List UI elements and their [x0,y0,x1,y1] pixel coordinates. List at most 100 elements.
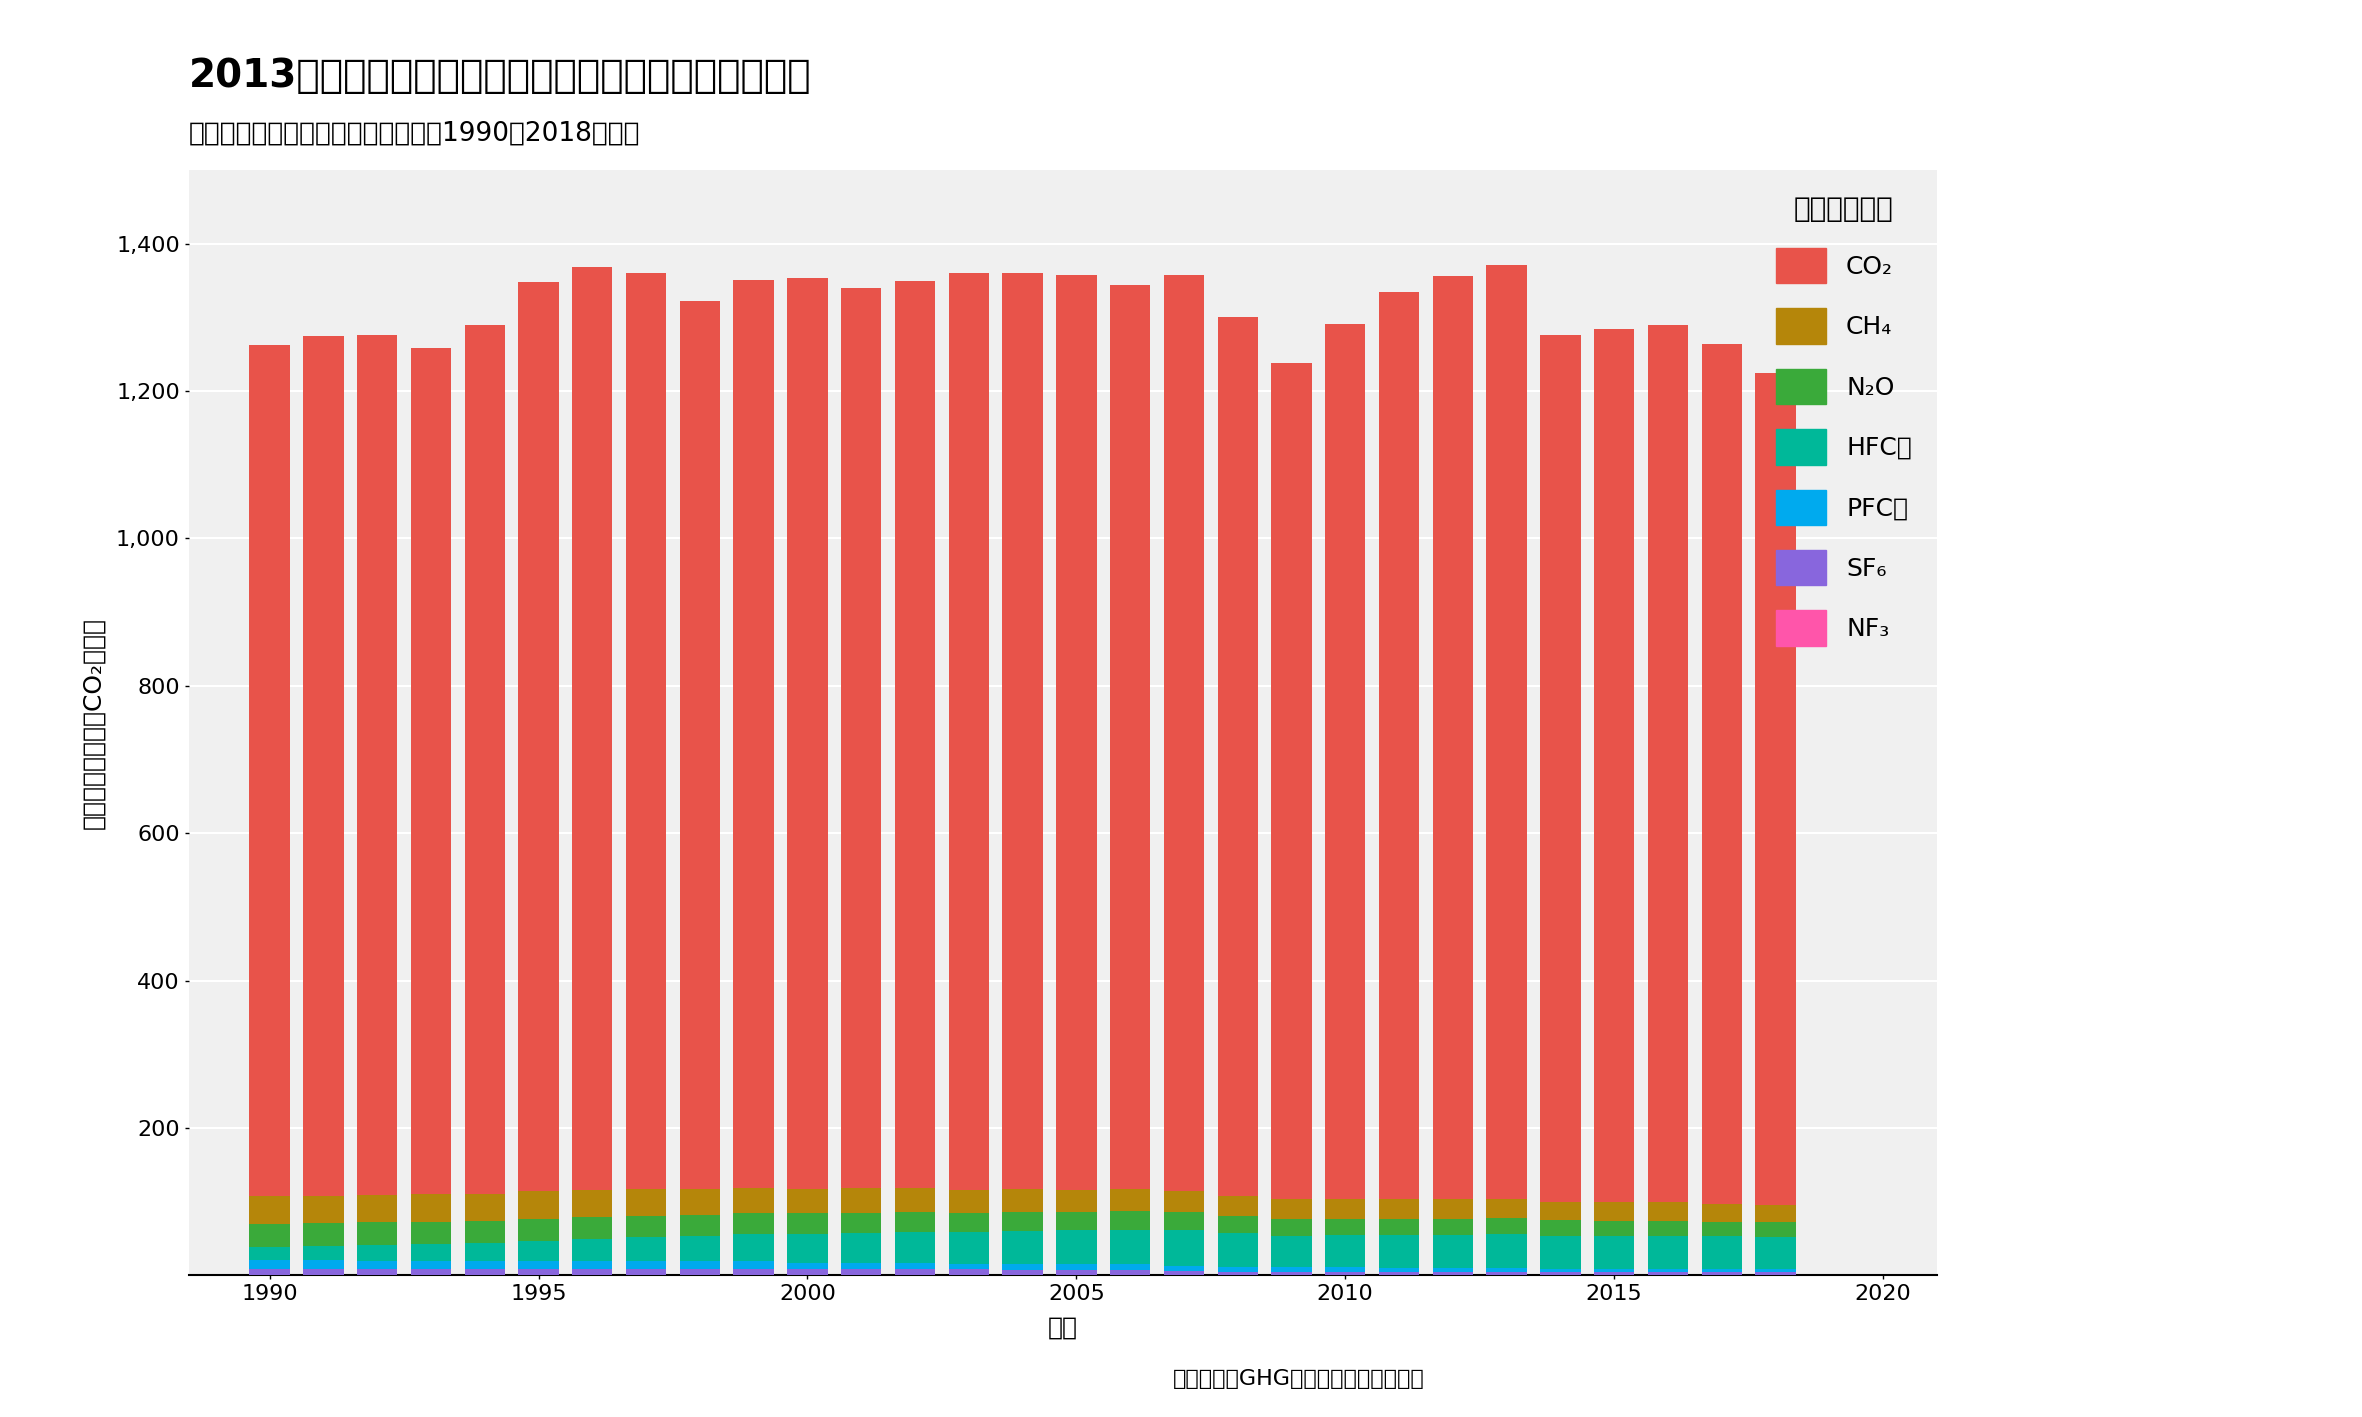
Bar [1271,1199,1311,1219]
Bar [1486,265,1526,1199]
Bar [1001,1270,1042,1274]
Bar [626,273,666,1189]
Legend: CO₂, CH₄, N₂O, HFC類, PFC類, SF₆, NF₃: CO₂, CH₄, N₂O, HFC類, PFC類, SF₆, NF₃ [1764,183,1925,657]
Bar [1271,363,1311,1199]
Bar [680,302,720,1189]
Bar [626,1261,666,1268]
Bar [1325,1267,1365,1271]
X-axis label: 年度: 年度 [1049,1315,1077,1339]
Bar [1486,1268,1526,1271]
Bar [1216,1233,1259,1267]
Bar [357,1246,397,1261]
Bar [517,1261,560,1268]
Bar [950,1231,990,1264]
Bar [1649,1236,1689,1268]
Bar [1271,1271,1311,1274]
Bar [1755,1272,1795,1274]
Bar [411,1261,451,1268]
Bar [626,1268,666,1274]
Bar [465,1261,505,1268]
Bar [465,1268,505,1274]
Bar [1540,1272,1580,1274]
Bar [895,1212,935,1231]
Bar [1649,1268,1689,1272]
Bar [1056,1190,1096,1212]
Bar [1325,1234,1365,1267]
Bar [1649,1203,1689,1221]
Bar [735,1234,775,1261]
Bar [1486,1234,1526,1268]
Bar [250,1224,291,1247]
Bar [1379,1234,1420,1268]
Bar [1271,1236,1311,1267]
Bar [1056,1264,1096,1270]
Bar [1594,1236,1635,1268]
Bar [250,1196,291,1224]
Bar [1056,1212,1096,1230]
Bar [1701,1221,1741,1236]
Bar [680,1261,720,1268]
Bar [1379,1268,1420,1271]
Bar [895,1270,935,1274]
Bar [1110,1270,1150,1274]
Bar [411,349,451,1195]
Bar [1110,1212,1150,1230]
Bar [735,1268,775,1274]
Bar [1701,1268,1741,1272]
Bar [841,1189,881,1213]
Bar [302,336,342,1196]
Bar [1540,1236,1580,1268]
Bar [1056,1270,1096,1274]
Bar [1434,1271,1474,1274]
Bar [357,1268,397,1274]
Bar [735,279,775,1189]
Bar [1271,1219,1311,1236]
Bar [1164,1265,1205,1271]
Bar [357,1223,397,1246]
Bar [841,1270,881,1274]
Bar [626,1237,666,1261]
Bar [1164,1212,1205,1230]
Bar [735,1189,775,1213]
Bar [250,1260,291,1268]
Bar [895,1189,935,1212]
Bar [250,1247,291,1260]
Bar [517,282,560,1192]
Bar [1164,1271,1205,1274]
Bar [517,1192,560,1219]
Bar [250,1268,291,1274]
Bar [1110,1230,1150,1264]
Bar [950,1213,990,1231]
Bar [1701,344,1741,1204]
Bar [1001,1264,1042,1270]
Bar [1164,275,1205,1190]
Bar [787,1189,827,1213]
Text: 2013年のピーク以降、減少傾向が見える日本の排出量: 2013年のピーク以降、減少傾向が見える日本の排出量 [189,57,813,95]
Bar [1540,1220,1580,1236]
Bar [1594,1221,1635,1236]
Bar [1755,1268,1795,1272]
Bar [572,1240,612,1261]
Bar [1486,1217,1526,1234]
Bar [1379,1219,1420,1234]
Bar [1594,329,1635,1203]
Bar [895,1231,935,1263]
Bar [572,1190,612,1217]
Text: 日本の温室効果ガス排出量の推移（1990〜2018年度）: 日本の温室効果ガス排出量の推移（1990〜2018年度） [189,120,640,146]
Bar [1434,1199,1474,1219]
Bar [1001,1231,1042,1264]
Bar [465,1243,505,1261]
Bar [1001,273,1042,1189]
Bar [680,1236,720,1261]
Bar [1325,1199,1365,1219]
Bar [1594,1203,1635,1221]
Bar [1110,1264,1150,1270]
Bar [787,1234,827,1263]
Bar [680,1268,720,1274]
Bar [841,288,881,1189]
Bar [895,282,935,1189]
Bar [1594,1268,1635,1272]
Y-axis label: 排出量（百万トンCO₂換算）: 排出量（百万トンCO₂換算） [80,616,104,829]
Bar [411,1221,451,1244]
Bar [950,1270,990,1274]
